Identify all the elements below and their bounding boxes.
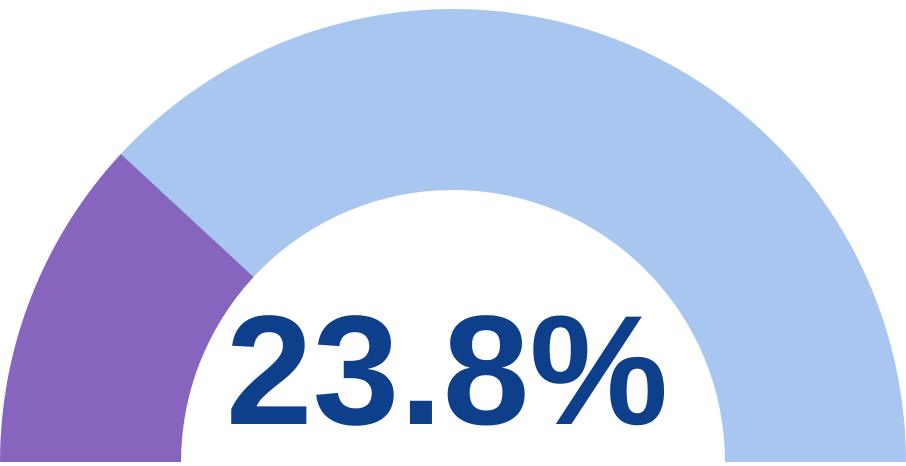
gauge-track: [0, 9, 906, 462]
value-label: 23.8%: [226, 284, 668, 458]
gauge-fill: [0, 153, 254, 462]
